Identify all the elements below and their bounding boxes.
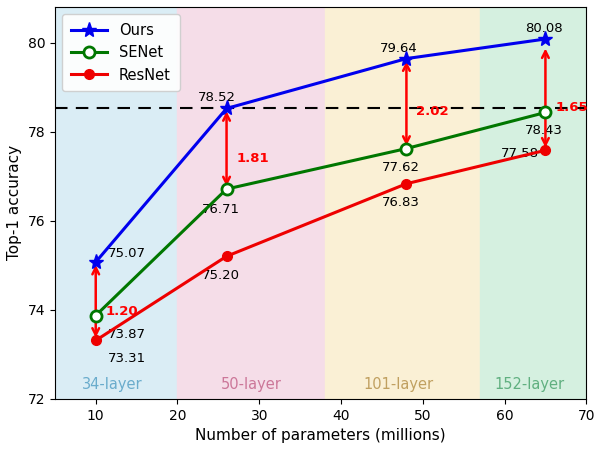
- Text: 1.20: 1.20: [105, 306, 138, 319]
- ResNet: [403, 181, 410, 186]
- Text: 76.71: 76.71: [202, 203, 240, 216]
- Text: 77.58: 77.58: [500, 147, 538, 160]
- Bar: [480, 7, 586, 399]
- Ours: [403, 56, 410, 61]
- Bar: [178, 7, 324, 399]
- Text: 50-layer: 50-layer: [221, 377, 282, 392]
- ResNet: [223, 254, 230, 259]
- Text: 1.81: 1.81: [237, 152, 269, 165]
- Text: 78.52: 78.52: [198, 91, 236, 104]
- Ours: [92, 259, 99, 265]
- Text: 152-layer: 152-layer: [494, 377, 564, 392]
- Text: 73.31: 73.31: [108, 352, 146, 365]
- ResNet: [542, 148, 549, 153]
- Ours: [223, 106, 230, 111]
- ResNet: [92, 338, 99, 343]
- Text: 79.64: 79.64: [380, 42, 418, 55]
- X-axis label: Number of parameters (millions): Number of parameters (millions): [195, 428, 446, 443]
- Ours: [542, 36, 549, 42]
- Text: 75.20: 75.20: [202, 269, 240, 282]
- Line: Ours: Ours: [88, 32, 553, 270]
- Line: ResNet: ResNet: [91, 145, 550, 345]
- Bar: [55, 7, 178, 399]
- Bar: [324, 7, 480, 399]
- Legend: Ours, SENet, ResNet: Ours, SENet, ResNet: [62, 14, 179, 91]
- Text: 77.62: 77.62: [382, 161, 420, 174]
- Text: 2.02: 2.02: [416, 105, 449, 118]
- Line: SENet: SENet: [90, 107, 551, 321]
- SENet: [542, 110, 549, 115]
- Text: 78.43: 78.43: [525, 124, 563, 137]
- Text: 1.65: 1.65: [555, 101, 588, 114]
- Text: 73.87: 73.87: [108, 328, 146, 341]
- SENet: [223, 186, 230, 192]
- Text: 34-layer: 34-layer: [82, 377, 143, 392]
- Text: 80.08: 80.08: [525, 22, 563, 35]
- Text: 76.83: 76.83: [382, 196, 420, 209]
- Text: 101-layer: 101-layer: [363, 377, 433, 392]
- SENet: [92, 313, 99, 318]
- SENet: [403, 146, 410, 151]
- Text: 75.07: 75.07: [108, 247, 146, 260]
- Y-axis label: Top-1 accuracy: Top-1 accuracy: [7, 145, 22, 261]
